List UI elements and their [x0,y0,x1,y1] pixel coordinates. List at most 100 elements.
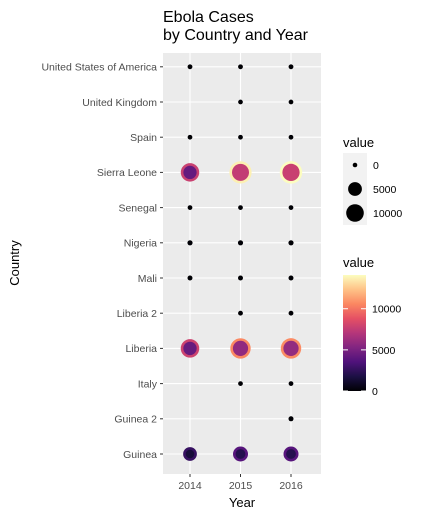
point-liberia-2-2016-fill [289,311,294,316]
point-sierra-leone-2014 [181,163,199,181]
point-guinea-2-2016-fill [288,416,293,421]
point-mali-2016-fill [289,276,294,281]
point-spain-2016-fill [289,135,294,140]
point-guinea-2015 [233,446,248,461]
size-legend-key-5000 [348,182,362,196]
x-tick-label-2015: 2015 [229,480,253,492]
y-tick-label-liberia: Liberia [125,343,157,355]
point-guinea-2014-fill [186,450,195,459]
point-liberia-2016 [281,338,301,358]
point-senegal-2015-fill [238,205,243,210]
color-legend: value 0 5000 10000 [343,255,401,398]
color-legend-label-10000: 10000 [372,304,401,316]
color-legend-label-0: 0 [372,386,378,398]
point-spain-2015-fill [238,135,243,140]
point-senegal-2014-fill [188,205,193,210]
point-senegal-2014 [188,205,193,210]
size-legend-label-10000: 10000 [373,208,402,220]
size-legend-label-0: 0 [373,160,379,172]
point-spain-2014-fill [188,135,193,140]
x-tick-label-2016: 2016 [279,480,303,492]
color-bar [343,275,366,391]
point-liberia-2014 [181,339,200,358]
point-mali-2016 [289,276,294,281]
point-mali-2015 [238,276,243,281]
point-united-kingdom-2016-fill [289,100,294,105]
point-italy-2015-fill [238,381,243,386]
point-nigeria-2014-fill [187,240,192,245]
point-united-states-of-america-2015 [238,64,243,69]
point-senegal-2016-fill [289,205,294,210]
x-tick-label-2014: 2014 [178,480,202,492]
point-sierra-leone-2015-fill [232,164,249,181]
point-guinea-2-2016 [288,416,293,421]
x-axis-title: Year [229,495,256,510]
point-liberia-2-2016 [289,311,294,316]
point-nigeria-2016-fill [288,240,293,245]
color-legend-label-5000: 5000 [372,345,396,357]
point-nigeria-2015 [238,240,243,245]
y-tick-label-mali: Mali [138,273,157,285]
y-tick-label-guinea: Guinea [123,449,157,461]
point-sierra-leone-2016-fill [282,164,299,181]
point-italy-2015 [238,381,243,386]
point-spain-2015 [238,135,243,140]
point-mali-2014 [188,276,193,281]
point-united-kingdom-2015 [238,100,243,105]
chart-title-line-1: Ebola Cases [163,9,254,26]
plot-panel [163,53,321,474]
point-senegal-2015 [238,205,243,210]
point-senegal-2016 [289,205,294,210]
point-mali-2015-fill [238,276,243,281]
point-mali-2014-fill [188,276,193,281]
point-liberia-2015-fill [233,341,248,356]
point-united-kingdom-2015-fill [238,100,243,105]
size-legend-keys: 0 5000 10000 [343,153,402,225]
y-tick-label-sierra-leone: Sierra Leone [97,167,157,179]
point-united-states-of-america-2016-fill [289,64,294,69]
point-guinea-2015-fill [236,449,246,459]
point-united-states-of-america-2014 [188,64,193,69]
point-italy-2016-fill [289,381,294,386]
point-spain-2014 [188,135,193,140]
point-liberia-2-2015 [238,311,243,316]
y-tick-label-nigeria: Nigeria [124,238,157,250]
point-guinea-2016 [283,446,298,461]
point-united-states-of-america-2014-fill [188,64,193,69]
point-liberia-2-2015-fill [238,311,243,316]
point-sierra-leone-2014-fill [183,166,196,179]
point-united-states-of-america-2016 [289,64,294,69]
y-tick-label-liberia-2: Liberia 2 [117,308,157,320]
size-legend-label-5000: 5000 [373,184,397,196]
color-legend-title: value [343,255,374,270]
point-liberia-2015 [230,338,250,358]
point-united-states-of-america-2015-fill [238,64,243,69]
chart-title: Ebola Cases by Country and Year [163,9,309,44]
point-liberia-2014-fill [183,342,196,355]
size-legend-key-0 [353,163,358,168]
y-tick-label-spain: Spain [130,132,157,144]
size-legend-key-10000 [346,204,364,222]
point-nigeria-2014 [187,240,192,245]
y-tick-label-united-kingdom: United Kingdom [82,97,157,109]
y-tick-label-guinea-2: Guinea 2 [114,414,157,426]
point-sierra-leone-2015 [229,161,251,183]
size-legend-title: value [343,135,374,150]
y-tick-label-italy: Italy [138,378,158,390]
point-spain-2016 [289,135,294,140]
point-united-kingdom-2016 [289,100,294,105]
point-guinea-2016-fill [286,449,296,459]
chart-title-line-2: by Country and Year [163,27,309,44]
x-tick-labels: 2014 2015 2016 [178,480,303,492]
point-sierra-leone-2016 [280,161,302,183]
size-legend: value 0 5000 10000 [343,135,402,225]
point-liberia-2016-fill [283,341,298,356]
point-guinea-2014 [183,447,197,461]
y-axis-title: Country [7,240,22,286]
point-nigeria-2015-fill [238,240,243,245]
point-italy-2016 [289,381,294,386]
y-tick-labels: Guinea Guinea 2 Italy Liberia Liberia 2 Mali N… [41,62,157,461]
point-nigeria-2016 [288,240,293,245]
y-tick-label-senegal: Senegal [118,202,157,214]
